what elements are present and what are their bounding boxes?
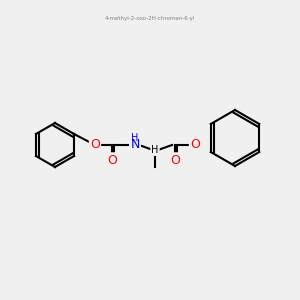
Text: N: N xyxy=(130,139,140,152)
Text: O: O xyxy=(107,154,117,166)
Text: H: H xyxy=(131,133,139,143)
Text: O: O xyxy=(190,139,200,152)
Text: O: O xyxy=(90,139,100,152)
Text: H: H xyxy=(151,145,159,155)
Text: O: O xyxy=(170,154,180,166)
Text: 4-methyl-2-oxo-2H-chromen-6-yl: 4-methyl-2-oxo-2H-chromen-6-yl xyxy=(105,16,195,21)
